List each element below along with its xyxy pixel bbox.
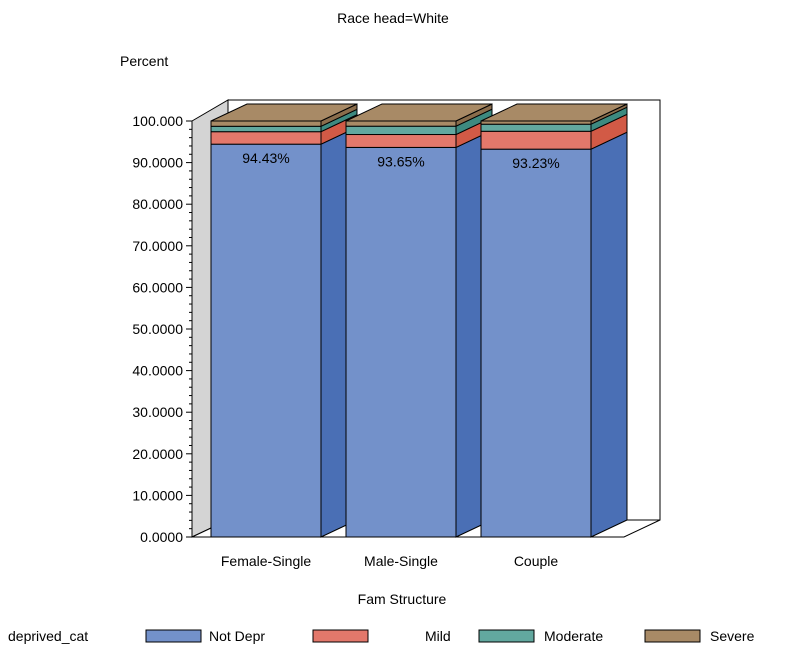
y-tick-label: 0.0000 — [140, 529, 183, 545]
legend-swatch — [312, 629, 369, 643]
plot-area: 0.0000 10.0000 20.0000 30.0000 40.0000 50.000… — [132, 99, 661, 569]
y-tick-label: 100.000 — [132, 113, 183, 129]
bar-segment — [345, 120, 457, 127]
bar-segment — [345, 125, 457, 136]
bar-segment — [345, 134, 457, 148]
bar-stack: 93.65% — [345, 103, 493, 538]
x-tick-label: Female-Single — [221, 553, 311, 569]
data-label: 94.43% — [242, 150, 289, 166]
x-axis-label: Fam Structure — [358, 591, 447, 607]
bar-segment — [210, 120, 322, 127]
bar-segment — [480, 123, 592, 132]
y-tick-label: 30.0000 — [132, 404, 183, 420]
y-tick-label: 20.0000 — [132, 446, 183, 462]
bar-top — [210, 103, 358, 122]
bar-segment — [210, 131, 322, 145]
y-tick-label: 90.0000 — [132, 155, 183, 171]
bar-top — [480, 103, 628, 122]
bar-stack: 94.43% — [210, 103, 358, 538]
bar-segment — [210, 125, 322, 133]
legend-label: Mild — [425, 628, 451, 644]
legend-label: Severe — [710, 628, 755, 644]
y-tick-label: 80.0000 — [132, 196, 183, 212]
y-axis: 0.0000 10.0000 20.0000 30.0000 40.0000 50.000… — [132, 113, 192, 545]
bar-stack: 93.23% — [480, 103, 628, 538]
bar-segment — [480, 148, 592, 538]
bar-segment — [210, 143, 322, 538]
legend: deprived_cat Not Depr Mild Moderate Severe — [8, 628, 755, 644]
legend-swatch — [478, 629, 535, 643]
y-tick-label: 40.0000 — [132, 363, 183, 379]
legend-label: Moderate — [544, 628, 603, 644]
x-tick-label: Couple — [514, 553, 559, 569]
bar-side — [590, 131, 628, 538]
y-tick-label: 70.0000 — [132, 238, 183, 254]
y-tick-label: 60.0000 — [132, 279, 183, 295]
legend-title: deprived_cat — [8, 628, 88, 644]
legend-swatch — [145, 629, 202, 643]
y-tick-label: 50.0000 — [132, 321, 183, 337]
y-tick-label: 10.0000 — [132, 487, 183, 503]
chart-title: Race head=White — [337, 10, 449, 26]
y-axis-label: Percent — [120, 53, 168, 69]
bar-segment — [345, 146, 457, 538]
bar-top — [345, 103, 493, 122]
bar-segment — [480, 130, 592, 150]
legend-label: Not Depr — [209, 628, 265, 644]
data-label: 93.65% — [377, 153, 424, 169]
legend-swatch — [644, 629, 701, 643]
x-tick-label: Male-Single — [364, 553, 438, 569]
data-label: 93.23% — [512, 155, 559, 171]
